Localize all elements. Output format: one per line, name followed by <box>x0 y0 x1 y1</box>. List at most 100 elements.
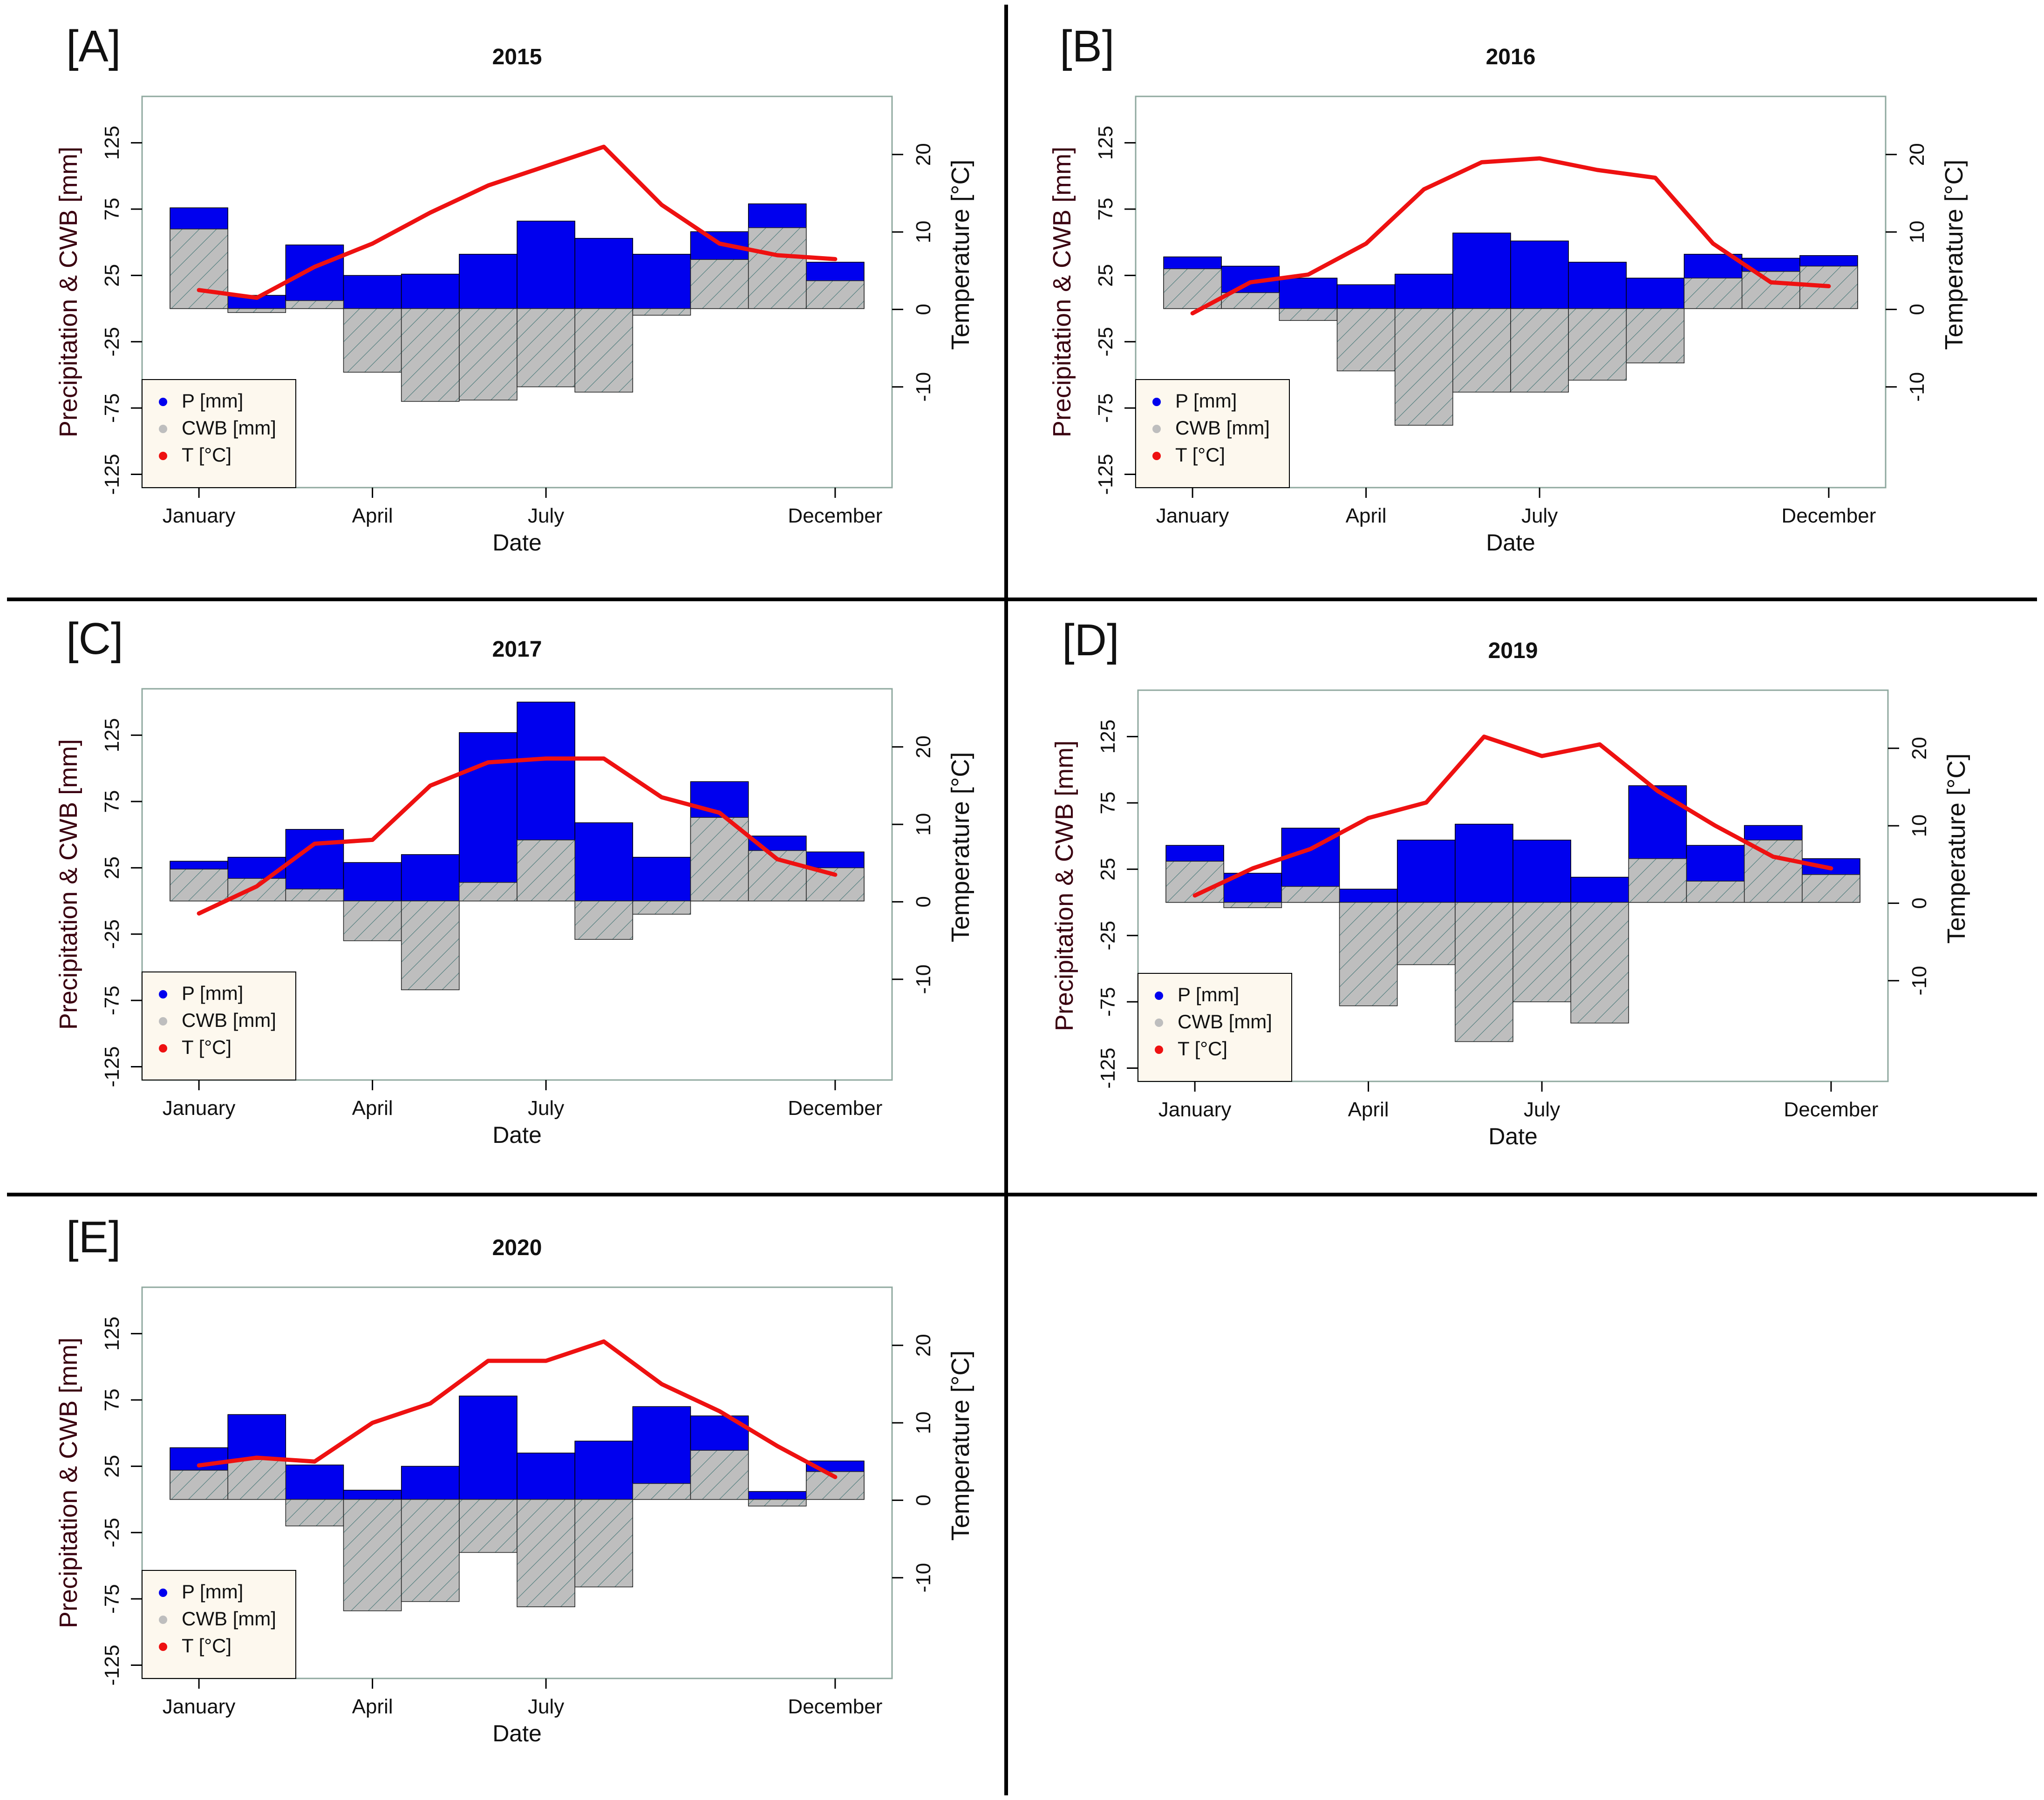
cwb-bar <box>748 227 807 309</box>
cwb-bar <box>343 308 402 373</box>
cwb-bar <box>574 308 634 393</box>
x-tick-label: July <box>1524 1098 1560 1121</box>
temperature-line <box>197 1339 838 1480</box>
y2-tick-label: 20 <box>912 735 935 758</box>
temperature-line <box>1192 734 1833 898</box>
precip-bar <box>401 854 460 902</box>
legend-entry: CWB [mm] <box>1175 417 1270 439</box>
y-tick-label: 25 <box>101 1455 123 1478</box>
cwb-bar <box>1744 840 1803 903</box>
legend-marker <box>1152 425 1161 433</box>
legend-marker <box>159 398 167 406</box>
y-tick-label: 25 <box>1094 264 1117 287</box>
cwb-bar <box>1628 858 1687 903</box>
cwb-bar <box>1455 902 1513 1042</box>
temperature-line <box>197 756 838 916</box>
y2-tick-label: 10 <box>912 813 935 836</box>
x-tick-label: January <box>1156 504 1229 527</box>
chart-title: 2020 <box>492 1236 542 1260</box>
precip-bar <box>517 1453 575 1500</box>
precip-bar <box>401 1466 460 1500</box>
panel-label: [B] <box>1060 21 1114 71</box>
y2-tick-label: 0 <box>912 304 935 315</box>
y-tick-label: -25 <box>1094 327 1117 357</box>
cwb-bar <box>1394 308 1453 426</box>
y-tick-label: 25 <box>1097 858 1119 881</box>
y2-axis-title: Temperature [°C] <box>947 1351 974 1541</box>
legend-entry: P [mm] <box>182 1581 243 1603</box>
y2-tick-label: -10 <box>1908 966 1931 996</box>
cwb-bar <box>517 839 575 902</box>
panel-2015: 125 75 25 -25 -75 -125 20 10 0 -10 January April Jul… <box>55 21 974 556</box>
y2-tick-label: 20 <box>1906 143 1928 166</box>
panel-label: [D] <box>1062 615 1119 665</box>
y-tick-label: -25 <box>101 919 123 949</box>
legend-marker <box>159 1643 167 1651</box>
x-tick-label: April <box>352 504 393 527</box>
legend: P [mm] CWB [mm] T [°C] <box>1135 379 1290 488</box>
precip-bar <box>1513 840 1571 903</box>
x-tick-label: January <box>1158 1098 1232 1121</box>
precip-bar <box>574 822 634 902</box>
cwb-bar <box>170 228 228 309</box>
x-axis-title: Date <box>492 530 542 556</box>
y-tick-label: -25 <box>101 327 123 357</box>
y-tick-label: -75 <box>1097 987 1119 1017</box>
cwb-bar <box>574 900 634 940</box>
cwb-bar <box>1802 874 1860 903</box>
y-axis-title: Precipitation & CWB [mm] <box>55 147 82 437</box>
cwb-bar <box>170 869 228 902</box>
x-tick-label: April <box>352 1695 393 1718</box>
x-tick-label: December <box>788 1097 882 1120</box>
precip-bar <box>1455 823 1513 903</box>
y-tick-label: 125 <box>101 718 123 752</box>
y-axis-title: Precipitation & CWB [mm] <box>1048 147 1076 437</box>
x-axis-title: Date <box>492 1122 542 1148</box>
legend-entry: CWB [mm] <box>182 1009 276 1031</box>
cwb-bar <box>1279 308 1338 321</box>
legend-entry: T [°C] <box>1175 444 1225 466</box>
cwb-bar <box>690 1450 749 1500</box>
y-tick-label: 125 <box>101 126 123 160</box>
x-tick-label: December <box>788 1695 882 1718</box>
y2-tick-label: 20 <box>912 143 935 166</box>
precip-bar <box>285 1464 344 1500</box>
x-tick-label: July <box>1521 504 1558 527</box>
legend: P [mm] CWB [mm] T [°C] <box>142 971 296 1080</box>
legend-box <box>1138 973 1292 1082</box>
precip-bar <box>1568 262 1627 309</box>
legend-entry: P [mm] <box>1175 390 1237 412</box>
precip-bar <box>574 238 634 309</box>
y-tick-label: -125 <box>101 454 123 495</box>
y-axis-title: Precipitation & CWB [mm] <box>55 1338 82 1628</box>
y-tick-label: 75 <box>1094 198 1117 221</box>
precip-bar <box>1397 840 1456 903</box>
y2-tick-label: 0 <box>912 896 935 907</box>
precip-bar <box>1394 273 1453 309</box>
legend-entry: CWB [mm] <box>182 417 276 439</box>
x-tick-label: December <box>788 504 882 527</box>
legend-box <box>142 1570 296 1679</box>
legend-marker <box>159 1017 167 1026</box>
cwb-bar <box>401 308 460 402</box>
legend-entry: P [mm] <box>1178 984 1239 1005</box>
cwb-bar <box>227 308 286 313</box>
x-tick-label: April <box>1348 1098 1389 1121</box>
panel-2016: 125 75 25 -25 -75 -125 20 10 0 -10 January April Jul… <box>1048 21 1968 556</box>
y-tick-label: -125 <box>101 1046 123 1087</box>
precip-bar <box>632 856 691 902</box>
legend-entry: T [°C] <box>1178 1038 1227 1060</box>
y-tick-label: -125 <box>1094 454 1117 495</box>
cwb-bar <box>1510 308 1569 393</box>
precip-bar <box>459 732 518 902</box>
cwb-bar <box>401 900 460 991</box>
cwb-bar <box>1513 902 1571 1002</box>
x-tick-label: January <box>163 1097 236 1120</box>
legend-box <box>1135 379 1290 488</box>
cwb-bar <box>1626 308 1685 364</box>
legend-marker <box>159 425 167 433</box>
legend: P [mm] CWB [mm] T [°C] <box>142 1570 296 1679</box>
y2-tick-label: 0 <box>912 1494 935 1506</box>
y2-tick-label: 20 <box>1908 737 1931 760</box>
y-tick-label: 25 <box>101 856 123 879</box>
